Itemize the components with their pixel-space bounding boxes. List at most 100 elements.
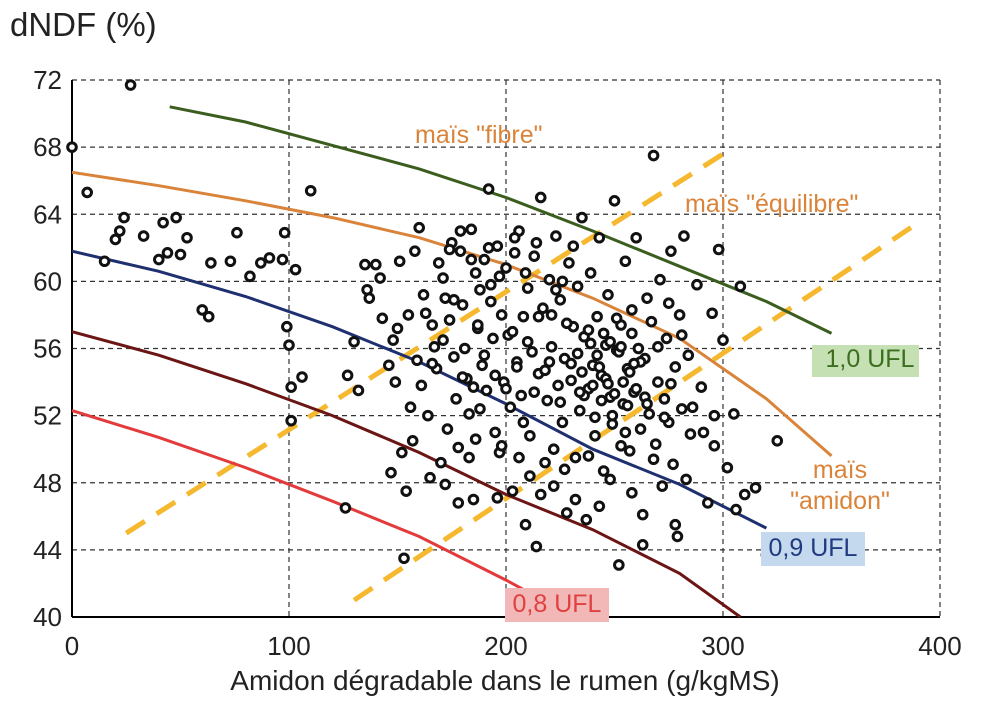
data-point <box>571 347 584 360</box>
data-point <box>652 376 664 388</box>
data-point <box>398 552 410 565</box>
data-point <box>606 409 619 422</box>
data-point <box>205 257 217 269</box>
data-point <box>649 438 662 450</box>
data-point <box>652 341 664 353</box>
data-point <box>435 456 447 469</box>
data-point <box>528 250 541 263</box>
data-point <box>491 492 504 504</box>
data-point <box>678 230 690 242</box>
data-point <box>636 508 649 521</box>
data-point <box>456 299 469 311</box>
data-point <box>673 309 686 321</box>
data-point <box>517 310 530 323</box>
data-point <box>665 377 677 390</box>
data-point <box>702 497 714 509</box>
data-point <box>541 394 554 407</box>
data-point <box>686 401 699 414</box>
data-point <box>406 434 419 447</box>
data-point <box>409 245 421 257</box>
data-point <box>244 270 256 283</box>
data-point <box>157 216 169 229</box>
data-point <box>478 349 491 362</box>
data-point <box>383 359 395 372</box>
y-tick-label: 44 <box>33 535 62 565</box>
data-point <box>374 272 386 284</box>
data-point <box>749 481 762 494</box>
data-point <box>385 466 397 479</box>
data-point <box>489 369 501 382</box>
data-point <box>539 364 551 377</box>
data-point <box>608 195 621 207</box>
data-point <box>691 278 703 291</box>
data-point <box>341 369 354 382</box>
y-tick-label: 52 <box>33 401 62 431</box>
data-point <box>469 433 482 445</box>
data-point <box>196 304 208 316</box>
annotation-label: 0,8 UFL <box>513 590 602 618</box>
y-tick-label: 48 <box>33 468 62 498</box>
data-point <box>545 309 558 321</box>
data-point <box>404 401 417 414</box>
x-tick-label: 300 <box>701 631 744 661</box>
data-point <box>426 319 439 331</box>
data-point <box>552 379 564 392</box>
data-point <box>413 221 426 234</box>
x-tick-label: 200 <box>484 631 527 661</box>
data-point <box>511 361 523 373</box>
data-point <box>411 354 423 367</box>
data-point <box>426 357 439 370</box>
data-point <box>454 245 467 257</box>
data-point <box>389 376 402 388</box>
data-point <box>153 253 165 266</box>
data-point <box>641 292 653 304</box>
data-point <box>283 339 295 351</box>
data-point <box>443 314 456 326</box>
data-point <box>597 465 610 477</box>
data-point <box>556 416 569 429</box>
data-point <box>463 451 475 464</box>
data-point <box>619 426 632 439</box>
data-point <box>467 493 480 506</box>
data-point <box>491 240 504 252</box>
data-point <box>623 445 636 457</box>
data-point <box>619 255 632 268</box>
annotation-label: "amidon" <box>790 487 890 515</box>
data-point <box>632 342 645 355</box>
data-point <box>613 559 625 571</box>
data-point <box>370 258 382 271</box>
data-point <box>485 295 497 308</box>
data-point <box>569 493 582 506</box>
data-point <box>621 399 634 412</box>
data-point <box>675 403 688 415</box>
data-point <box>415 379 428 392</box>
data-point <box>593 500 606 513</box>
data-point <box>471 319 484 331</box>
point-layer <box>66 79 784 571</box>
data-point <box>506 485 519 497</box>
data-point <box>717 334 729 346</box>
data-point <box>495 309 508 321</box>
data-point <box>124 79 137 91</box>
data-point <box>602 377 614 390</box>
annotation-label: 0,9 UFL <box>769 534 858 562</box>
data-point <box>448 351 460 363</box>
data-point <box>708 409 721 422</box>
data-point <box>712 243 725 256</box>
data-point <box>467 381 480 393</box>
data-point <box>537 302 549 315</box>
data-point <box>485 278 497 291</box>
data-point <box>428 341 441 353</box>
data-point <box>417 289 430 301</box>
data-point <box>656 480 669 492</box>
data-point <box>441 423 454 435</box>
data-point <box>582 324 595 336</box>
data-point <box>669 361 682 373</box>
data-point <box>450 393 462 405</box>
data-point <box>448 294 460 306</box>
data-point <box>675 329 688 341</box>
data-point <box>573 386 586 398</box>
data-point <box>576 211 588 224</box>
data-point <box>534 488 547 501</box>
data-point <box>478 253 491 266</box>
